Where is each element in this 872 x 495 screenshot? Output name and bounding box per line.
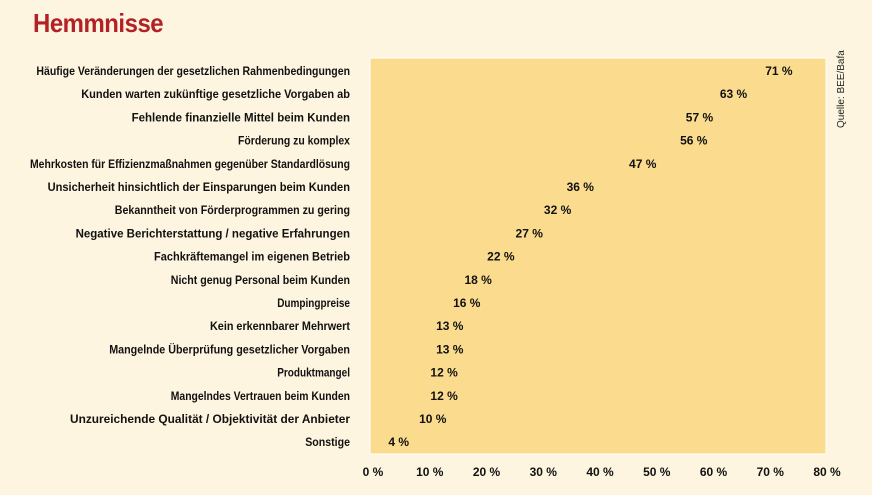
x-tick-label: 0 % [363, 465, 384, 479]
category-label: Häufige Veränderungen der gesetzlichen R… [36, 64, 350, 78]
x-tick-label: 70 % [757, 465, 785, 479]
plot-area [369, 57, 827, 455]
category-label: Kein erkennbarer Mehrwert [210, 319, 350, 333]
category-label: Unzureichende Qualität / Objektivität de… [70, 412, 350, 426]
category-label: Dumpingpreise [277, 296, 350, 310]
category-label: Kunden warten zukünftige gesetzliche Vor… [81, 87, 350, 101]
value-label: 13 % [436, 319, 464, 333]
category-label: Sonstige [305, 435, 350, 449]
chart-title: Hemmnisse [33, 8, 164, 38]
x-tick-label: 30 % [530, 465, 558, 479]
category-label: Mangelndes Vertrauen beim Kunden [171, 389, 350, 403]
value-label: 27 % [516, 226, 544, 240]
category-label: Mangelnde Überprüfung gesetzlicher Vorga… [109, 341, 350, 356]
value-label: 16 % [453, 296, 481, 310]
x-tick-label: 50 % [643, 465, 671, 479]
value-label: 22 % [487, 250, 515, 264]
value-labels: 71 % 63 % 57 % 56 % 47 % 36 % 32 %27 %22 % 18 %… [388, 64, 793, 449]
value-label: 12 % [430, 366, 458, 380]
value-label: 71 % [765, 64, 793, 78]
category-label: Fachkräftemangel im eigenen Betrieb [154, 250, 350, 264]
x-tick-label: 10 % [416, 465, 444, 479]
category-label: Bekanntheit von Förderprogrammen zu geri… [115, 203, 350, 217]
value-label: 63 % [720, 87, 748, 101]
x-axis-ticks: 0 % 10 % 20 % 30 % 40 % 50 % 60 % 70 % 80 % [363, 465, 841, 479]
value-label: 32 % [544, 203, 572, 217]
value-label: 56 % [680, 134, 708, 148]
value-label: 57 % [686, 110, 714, 124]
category-label: Mehrkosten für Effizienzmaßnahmen gegenü… [30, 157, 350, 171]
category-label: Nicht genug Personal beim Kunden [171, 273, 350, 287]
value-label: 36 % [567, 180, 595, 194]
category-label: Produktmangel [277, 366, 350, 380]
x-tick-label: 20 % [473, 465, 501, 479]
value-label: 4 % [388, 435, 409, 449]
value-label: 10 % [419, 412, 447, 426]
category-labels: Häufige Veränderungen der gesetzlichen R… [30, 64, 350, 449]
category-label: Unsicherheit hinsichtlich der Einsparung… [48, 180, 350, 194]
x-tick-label: 60 % [700, 465, 728, 479]
value-label: 13 % [436, 342, 464, 356]
value-label: 18 % [464, 273, 492, 287]
value-label: 12 % [430, 389, 458, 403]
category-label: Negative Berichterstattung / negative Er… [76, 226, 350, 240]
x-tick-label: 40 % [586, 465, 614, 479]
value-label: 47 % [629, 157, 657, 171]
category-label: Förderung zu komplex [238, 134, 350, 148]
x-tick-label: 80 % [813, 465, 841, 479]
category-label: Fehlende finanzielle Mittel beim Kunden [132, 110, 350, 124]
